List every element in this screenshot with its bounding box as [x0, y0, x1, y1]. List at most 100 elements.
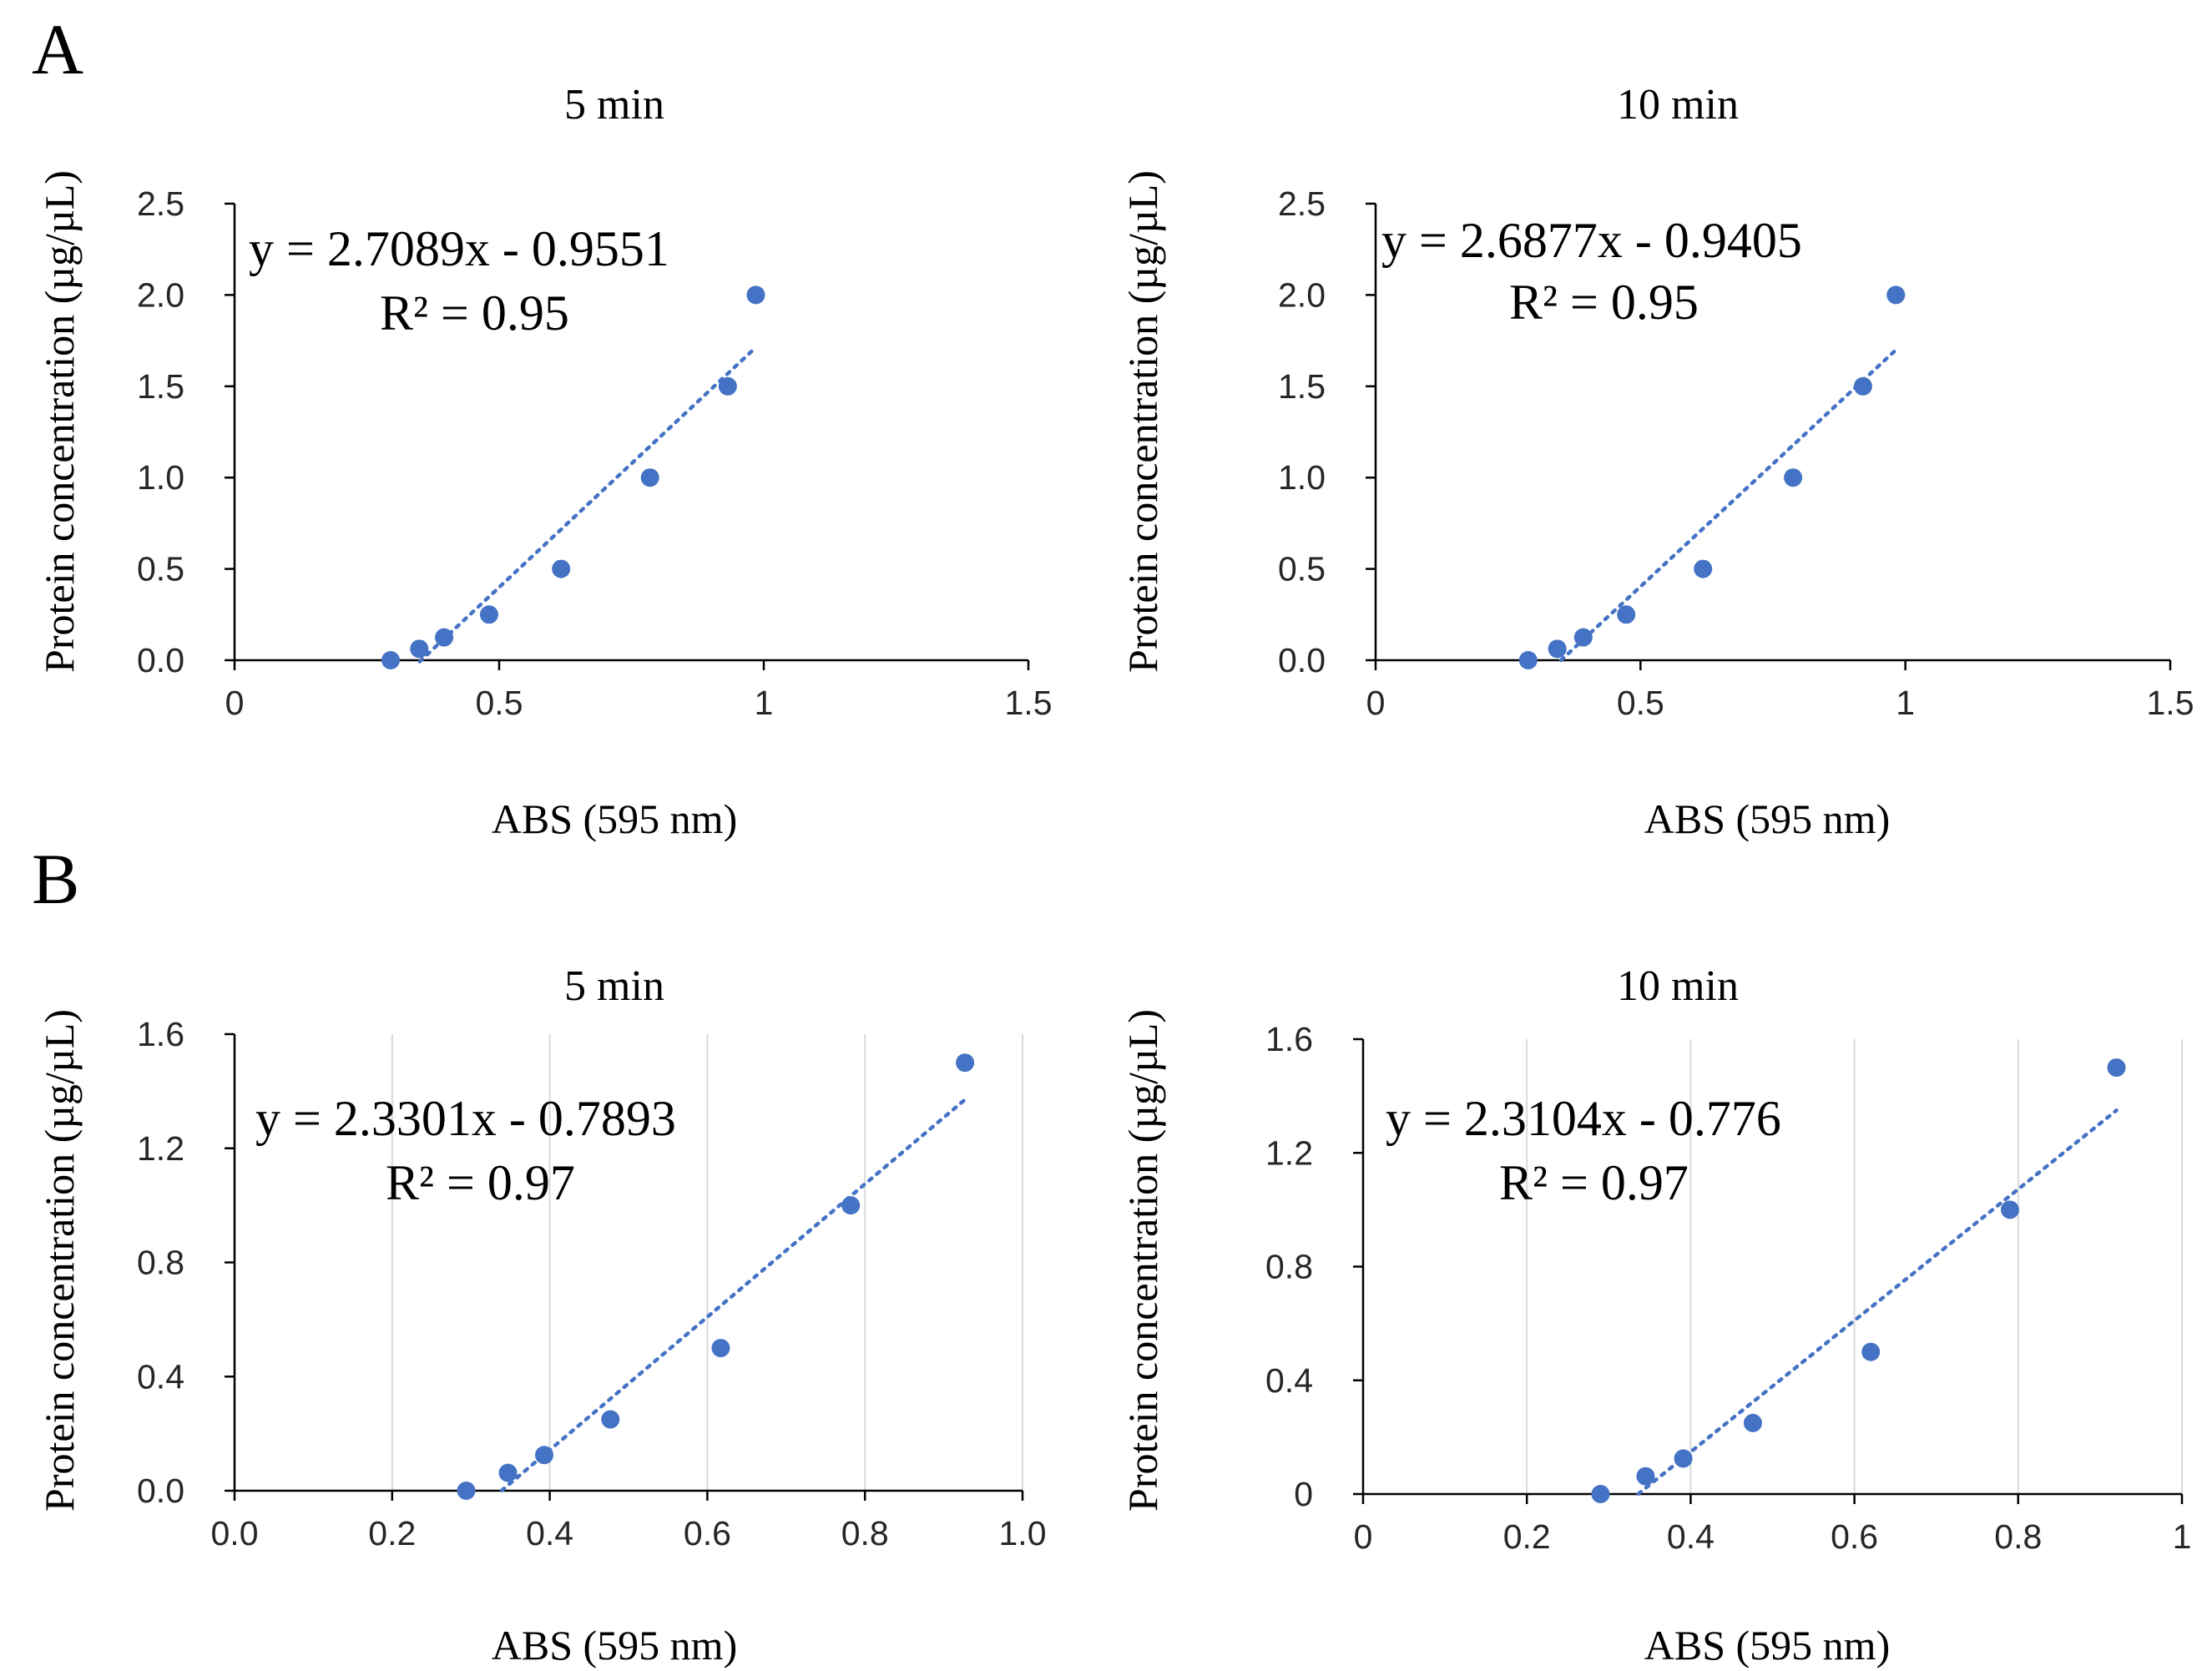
x-tick-label: 0.4 [526, 1514, 573, 1552]
chart-a-10min: 0 0.5 1 1.5 0.0 0.5 1.0 1.5 2.0 2.5 10 min ABS (5… [1119, 81, 2194, 842]
r-squared-label: R² = 0.97 [386, 1155, 575, 1210]
x-tick-label: 0.0 [211, 1514, 259, 1552]
y-tick-label: 1.6 [1265, 1020, 1313, 1058]
chart-title: 5 min [564, 962, 664, 1010]
trendline-equation: y = 2.3301x - 0.7893 [255, 1091, 676, 1146]
data-point [841, 1196, 861, 1215]
y-tick-label: 0.8 [137, 1244, 184, 1282]
y-axis-title: Protein concentration (µg/µL) [1119, 1009, 1166, 1512]
trendline [417, 345, 758, 664]
data-point [718, 376, 737, 396]
x-tick-label: 0.6 [684, 1514, 731, 1552]
x-tick-label: 0 [1354, 1517, 1373, 1556]
y-tick-label: 1.2 [137, 1129, 184, 1168]
plot-area: 0.0 0.2 0.4 0.6 0.8 1.0 0.0 0.4 0.8 1.2 1.6 [137, 1015, 1047, 1552]
panel-label-a: A [32, 9, 83, 89]
chart-title: 10 min [1617, 962, 1739, 1010]
data-point [956, 1053, 975, 1073]
x-axis-title: ABS (595 nm) [492, 1622, 737, 1668]
y-axis-title: Protein concentration (µg/µL) [36, 170, 83, 673]
x-axis-title: ABS (595 nm) [492, 795, 737, 842]
x-tick-label: 0.4 [1667, 1517, 1715, 1556]
data-point [1694, 559, 1713, 578]
x-tick-label: 0.5 [476, 684, 523, 722]
data-point [1518, 651, 1538, 669]
y-tick-label: 0.4 [1265, 1361, 1313, 1400]
trendline-equation: y = 2.3104x - 0.776 [1386, 1091, 1781, 1146]
y-tick-label: 1.5 [137, 367, 184, 406]
y-axis-title: Protein concentration (µg/µL) [1119, 170, 1166, 673]
x-tick-label: 0 [225, 684, 245, 722]
y-tick-label: 0.5 [137, 550, 184, 588]
plot-area: 0 0.5 1 1.5 0.0 0.5 1.0 1.5 2.0 2.5 [1278, 184, 2194, 722]
y-tick-label: 2.0 [137, 275, 184, 314]
plot-area: 0 0.2 0.4 0.6 0.8 1 0 0.4 0.8 1.2 1.6 [1265, 1020, 2191, 1556]
data-point [479, 605, 498, 624]
chart-title: 10 min [1617, 81, 1739, 129]
data-point [1743, 1413, 1762, 1432]
y-tick-label: 0 [1294, 1475, 1313, 1513]
data-point [601, 1410, 620, 1429]
y-tick-label: 2.0 [1278, 275, 1326, 314]
x-tick-label: 1.0 [999, 1514, 1047, 1552]
data-point [410, 639, 429, 659]
y-tick-label: 0.8 [1265, 1248, 1313, 1286]
x-tick-label: 0.8 [1994, 1517, 2042, 1556]
r-squared-label: R² = 0.97 [1499, 1155, 1689, 1210]
data-point [457, 1482, 476, 1500]
x-tick-label: 0.2 [368, 1514, 416, 1552]
data-point [1674, 1449, 1693, 1468]
data-point [1591, 1485, 1610, 1503]
data-point [640, 468, 659, 487]
x-tick-label: 0 [1366, 684, 1386, 722]
data-point [746, 285, 765, 305]
data-point [1861, 1342, 1881, 1361]
data-point [1548, 639, 1567, 659]
data-point [2000, 1200, 2019, 1219]
y-tick-label: 2.5 [1278, 184, 1326, 223]
data-point [1784, 468, 1803, 487]
data-point [381, 651, 401, 669]
plot-area: 0 0.5 1 1.5 0.0 0.5 1.0 1.5 2.0 2.5 [137, 184, 1053, 722]
chart-a-5min: 0 0.5 1 1.5 0.0 0.5 1.0 1.5 2.0 2.5 5 min ABS (59… [36, 81, 1053, 842]
data-point [435, 628, 454, 647]
panel-label-b: B [32, 839, 79, 919]
x-axis-title: ABS (595 nm) [1644, 1622, 1890, 1668]
y-tick-label: 0.0 [137, 641, 184, 679]
trendline [499, 1098, 967, 1493]
x-tick-label: 1 [755, 684, 774, 722]
data-point [1853, 376, 1872, 396]
x-tick-label: 1.5 [2147, 684, 2194, 722]
data-point [552, 559, 571, 578]
x-tick-label: 1.5 [1005, 684, 1053, 722]
x-tick-label: 0.8 [841, 1514, 889, 1552]
y-tick-label: 1.0 [137, 458, 184, 497]
data-point [498, 1463, 518, 1482]
x-axis-title: ABS (595 nm) [1644, 795, 1890, 842]
chart-title: 5 min [564, 81, 664, 129]
x-tick-label: 1 [2173, 1517, 2192, 1556]
y-tick-label: 2.5 [137, 184, 184, 223]
x-tick-label: 0.5 [1617, 684, 1664, 722]
data-point [711, 1339, 730, 1358]
trendline [1558, 348, 1898, 663]
data-point [1573, 628, 1593, 647]
x-tick-label: 1 [1896, 684, 1915, 722]
data-point [1617, 605, 1636, 624]
x-tick-label: 0.2 [1503, 1517, 1551, 1556]
trendline [1636, 1108, 2119, 1497]
y-tick-label: 1.0 [1278, 458, 1326, 497]
trendline-equation: y = 2.7089x - 0.9551 [249, 221, 669, 276]
data-point [1886, 285, 1906, 305]
chart-b-5min: 0.0 0.2 0.4 0.6 0.8 1.00.00.40.81.21.6 5 min … [36, 962, 1047, 1668]
y-tick-label: 0.0 [137, 1472, 184, 1510]
y-tick-label: 1.2 [1265, 1133, 1313, 1172]
y-tick-label: 1.5 [1278, 367, 1326, 406]
y-tick-label: 0.4 [137, 1357, 184, 1396]
data-point [534, 1446, 553, 1465]
r-squared-label: R² = 0.95 [380, 285, 569, 341]
y-tick-label: 0.0 [1278, 641, 1326, 679]
x-tick-label: 0.6 [1831, 1517, 1878, 1556]
y-axis-title: Protein concentration (µg/µL) [36, 1009, 83, 1512]
